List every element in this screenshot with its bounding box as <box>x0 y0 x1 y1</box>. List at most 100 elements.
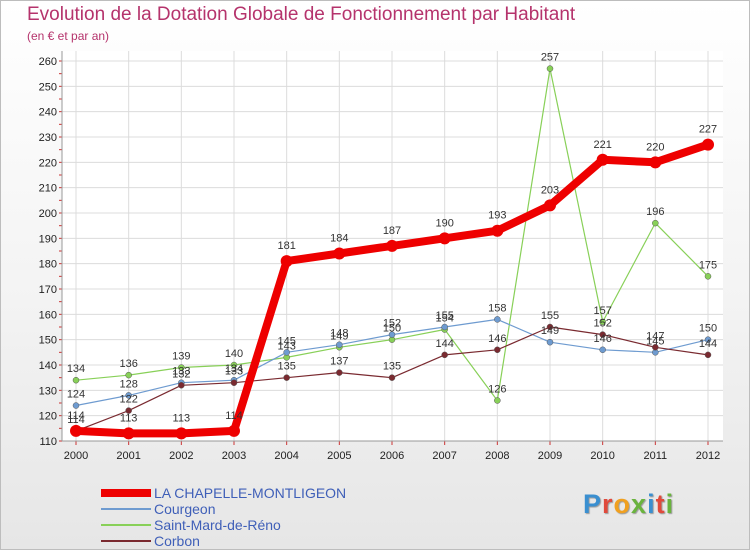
y-tick-label: 110 <box>39 436 57 448</box>
data-label: 136 <box>119 358 137 370</box>
data-label: 144 <box>699 338 717 350</box>
legend-swatch <box>101 524 151 526</box>
data-label: 257 <box>541 52 559 64</box>
data-label: 157 <box>593 305 611 317</box>
legend-swatch <box>101 540 151 542</box>
logo-letter: i <box>665 489 675 519</box>
data-label: 221 <box>593 139 611 151</box>
series-point-saint-mard-de-reno <box>72 376 80 384</box>
x-tick-label: 2004 <box>274 450 298 462</box>
legend-label: LA CHAPELLE-MONTLIGEON <box>154 485 347 501</box>
logo-letter: i <box>647 489 656 519</box>
data-label: 190 <box>435 217 453 229</box>
data-label: 113 <box>173 412 191 424</box>
y-tick-label: 250 <box>39 81 57 93</box>
series-point-courgeon <box>283 349 290 356</box>
y-tick-label: 200 <box>39 208 57 220</box>
data-label: 150 <box>383 323 401 335</box>
series-point-la-chapelle-montligeon <box>596 153 609 166</box>
data-label: 181 <box>277 240 295 252</box>
y-tick-label: 130 <box>39 385 57 397</box>
data-label: 133 <box>172 366 190 378</box>
x-tick-label: 2012 <box>696 450 720 462</box>
series-point-corbon <box>283 374 290 381</box>
data-label: 145 <box>277 335 295 347</box>
series-point-la-chapelle-montligeon <box>544 199 556 212</box>
y-tick-label: 150 <box>39 335 57 347</box>
series-point-corbon <box>652 344 659 351</box>
data-label: 196 <box>646 206 664 218</box>
x-tick-label: 2001 <box>116 450 140 462</box>
data-label: 145 <box>646 335 664 347</box>
series-point-courgeon <box>441 323 448 331</box>
series-point-corbon <box>494 346 501 354</box>
data-label: 132 <box>172 368 190 380</box>
y-tick-label: 180 <box>39 259 57 271</box>
series-point-corbon <box>336 369 343 376</box>
data-label: 203 <box>541 184 559 196</box>
data-label: 140 <box>225 348 243 360</box>
series-point-la-chapelle-montligeon <box>228 424 240 437</box>
logo-letter: o <box>613 489 632 519</box>
data-label: 175 <box>699 259 717 271</box>
series-point-courgeon <box>125 392 132 399</box>
series-point-corbon <box>388 374 396 381</box>
y-tick-label: 210 <box>39 183 57 195</box>
y-tick-label: 240 <box>39 107 57 119</box>
y-tick-label: 260 <box>39 56 57 68</box>
logo-letter: r <box>602 489 614 519</box>
legend-swatch <box>101 489 151 497</box>
data-label: 148 <box>330 328 348 340</box>
data-label: 133 <box>225 366 243 378</box>
data-label: 124 <box>67 389 85 401</box>
data-label: 149 <box>330 330 348 342</box>
series-point-la-chapelle-montligeon <box>702 138 714 151</box>
data-label: 152 <box>383 318 401 330</box>
data-label: 126 <box>488 383 506 395</box>
series-point-corbon <box>178 382 185 389</box>
data-label: 114 <box>67 414 85 426</box>
legend-label: Saint-Mard-de-Réno <box>154 517 281 533</box>
y-tick-label: 160 <box>39 309 57 321</box>
data-label: 114 <box>225 410 243 422</box>
series-point-saint-mard-de-reno <box>599 318 606 326</box>
y-tick-label: 190 <box>39 233 57 245</box>
series-point-la-chapelle-montligeon <box>70 424 82 437</box>
x-tick-label: 2011 <box>644 450 668 462</box>
series-point-corbon <box>125 407 132 414</box>
y-tick-label: 140 <box>39 360 57 372</box>
series-point-courgeon <box>599 346 606 354</box>
data-label: 139 <box>172 351 190 363</box>
series-point-courgeon <box>494 316 501 323</box>
legend-label: Courgeon <box>154 501 216 517</box>
x-tick-label: 2005 <box>327 450 351 462</box>
series-point-corbon <box>546 323 554 331</box>
series-point-saint-mard-de-reno <box>125 371 132 379</box>
legend-label: Corbon <box>154 533 200 549</box>
data-label: 147 <box>646 330 664 342</box>
data-label: 150 <box>699 323 717 335</box>
x-tick-label: 2003 <box>222 450 246 462</box>
x-tick-label: 2009 <box>538 450 562 462</box>
series-point-la-chapelle-montligeon <box>122 427 135 440</box>
data-label: 227 <box>699 124 717 136</box>
data-label: 220 <box>646 141 664 153</box>
data-label: 184 <box>330 233 348 245</box>
data-label: 128 <box>119 378 137 390</box>
series-point-corbon <box>704 351 712 359</box>
data-label: 144 <box>435 338 453 350</box>
logo-letter: t <box>655 489 666 519</box>
series-point-la-chapelle-montligeon <box>438 232 451 245</box>
series-point-courgeon <box>704 336 712 343</box>
data-label: 152 <box>593 318 611 330</box>
y-tick-label: 120 <box>39 411 57 423</box>
series-point-saint-mard-de-reno <box>652 219 659 227</box>
data-label: 187 <box>383 225 401 237</box>
series-point-la-chapelle-montligeon <box>649 156 662 169</box>
data-label: 143 <box>277 340 295 352</box>
series-point-corbon <box>230 379 238 386</box>
data-label: 149 <box>541 325 559 337</box>
chart-subtitle: (en € et par an) <box>27 29 110 43</box>
data-label: 146 <box>593 333 611 345</box>
